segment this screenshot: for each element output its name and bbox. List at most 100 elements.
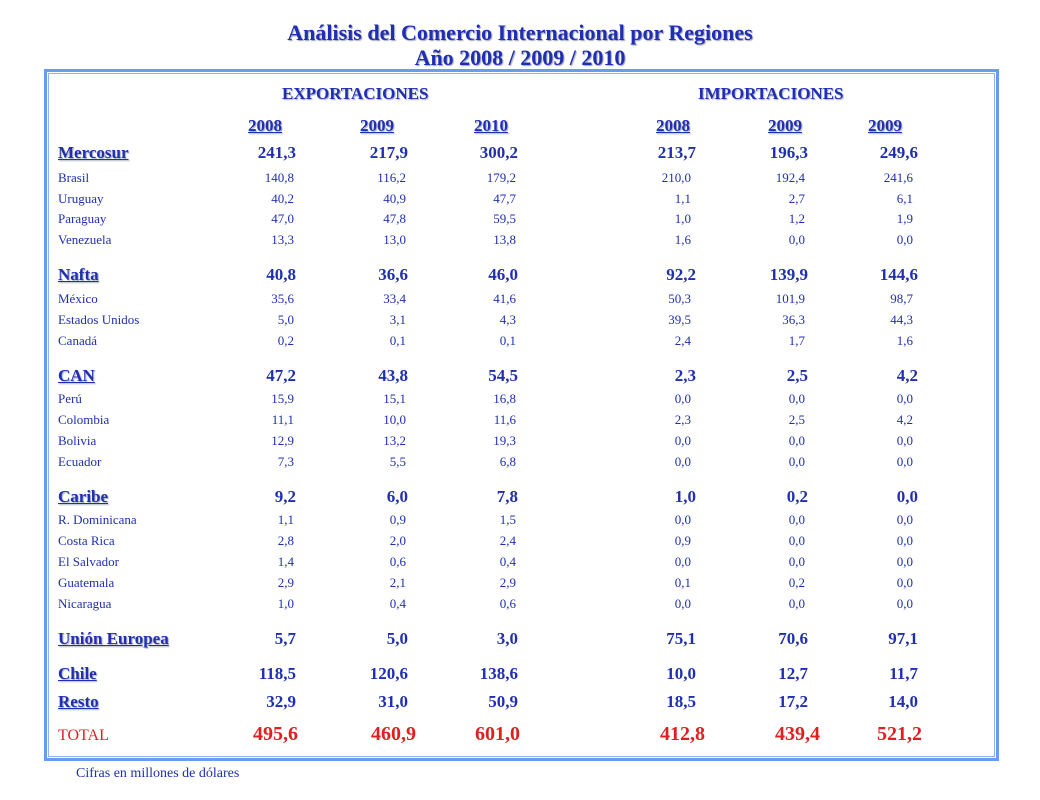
table-cell: 0,2 (786, 487, 808, 506)
table-cell: 59,5 (493, 211, 516, 226)
year-header: 2008 (248, 116, 282, 135)
table-cell: 46,0 (488, 265, 518, 284)
table-cell: 40,2 (271, 191, 294, 206)
table-cell: 139,9 (769, 265, 808, 284)
table-cell: 2,5 (786, 366, 808, 385)
table-cell: 15,1 (383, 391, 406, 406)
table-cell: 2,4 (499, 533, 516, 548)
table-cell: 0,2 (788, 575, 805, 590)
table-cell: 40,8 (266, 265, 296, 284)
table-cell: 116,2 (377, 170, 406, 185)
total-value: 601,0 (475, 723, 520, 745)
table-cell: 1,4 (277, 554, 294, 569)
table-cell: 33,4 (383, 291, 406, 306)
table-cell: 5,0 (277, 312, 294, 327)
table-cell: 0,0 (788, 596, 805, 611)
table-cell: 0,1 (674, 575, 691, 590)
table-cell: 47,7 (493, 191, 516, 206)
table-cell: 300,2 (479, 143, 518, 162)
table-cell: 0,0 (788, 512, 805, 527)
region-name: Unión Europea (58, 629, 169, 648)
table-cell: 6,8 (499, 454, 516, 469)
region-name: Caribe (58, 487, 109, 506)
table-cell: 0,9 (674, 533, 691, 548)
table-cell: 0,6 (389, 554, 406, 569)
table-cell: 1,0 (674, 487, 696, 506)
total-value: 439,4 (775, 723, 820, 745)
table-cell: 9,2 (274, 487, 296, 506)
table-cell: 241,3 (257, 143, 296, 162)
table-cell: 0,0 (896, 487, 918, 506)
table-cell: 0,0 (896, 554, 913, 569)
table-cell: 36,6 (378, 265, 408, 284)
table-cell: 0,1 (499, 333, 516, 348)
table-cell: 2,8 (277, 533, 294, 548)
table-cell: 0,0 (896, 433, 913, 448)
table-cell: 41,6 (493, 291, 516, 306)
table-cell: 0,0 (788, 554, 805, 569)
table-cell: 0,0 (788, 533, 805, 548)
table-cell: 1,1 (674, 191, 691, 206)
table-cell: 3,1 (389, 312, 406, 327)
table-cell: 2,4 (674, 333, 691, 348)
table-cell: 75,1 (666, 629, 696, 648)
region-name: Mercosur (58, 143, 129, 162)
table-cell: 11,6 (493, 412, 516, 427)
table-cell: 0,0 (896, 596, 913, 611)
table-cell: 0,4 (499, 554, 516, 569)
table-cell: 7,3 (277, 454, 294, 469)
table-cell: 4,2 (896, 412, 913, 427)
table-cell: 0,0 (788, 232, 805, 247)
table-cell: 15,9 (271, 391, 294, 406)
table-cell: 2,1 (389, 575, 406, 590)
country-name: Colombia (58, 412, 110, 427)
table-cell: 2,3 (674, 366, 696, 385)
table-cell: 11,7 (889, 664, 918, 683)
table-cell: 32,9 (266, 692, 296, 711)
country-name: Uruguay (58, 191, 104, 206)
table-cell: 2,9 (499, 575, 516, 590)
country-name: El Salvador (58, 554, 120, 569)
total-value: 495,6 (253, 723, 298, 745)
table-cell: 1,6 (674, 232, 691, 247)
table-cell: 16,8 (493, 391, 516, 406)
table-cell: 39,5 (668, 312, 691, 327)
table-cell: 1,6 (896, 333, 913, 348)
table-cell: 2,0 (389, 533, 406, 548)
table-cell: 40,9 (383, 191, 406, 206)
region-name: Resto (58, 692, 99, 711)
country-name: Brasil (58, 170, 90, 185)
table-cell: 241,6 (883, 170, 913, 185)
table-cell: 140,8 (264, 170, 294, 185)
year-header: 2009 (868, 116, 902, 135)
table-cell: 13,3 (271, 232, 294, 247)
table-cell: 217,9 (369, 143, 408, 162)
table-cell: 0,0 (674, 433, 691, 448)
country-name: Nicaragua (58, 596, 112, 611)
country-name: Estados Unidos (58, 312, 140, 327)
importaciones-header: IMPORTACIONES (698, 84, 844, 103)
table-cell: 118,5 (258, 664, 296, 683)
table-cell: 54,5 (488, 366, 518, 385)
table-cell: 10,0 (666, 664, 696, 683)
table-cell: 0,1 (389, 333, 406, 348)
table-cell: 14,0 (888, 692, 918, 711)
table-cell: 0,6 (499, 596, 516, 611)
table-cell: 3,0 (496, 629, 518, 648)
table-cell: 196,3 (769, 143, 808, 162)
table-cell: 0,9 (389, 512, 406, 527)
table-cell: 97,1 (888, 629, 918, 648)
country-name: Canadá (58, 333, 97, 348)
table-cell: 0,0 (788, 454, 805, 469)
table-cell: 98,7 (890, 291, 913, 306)
table-cell: 5,7 (274, 629, 296, 648)
country-name: Venezuela (58, 232, 112, 247)
table-cell: 0,0 (896, 512, 913, 527)
total-label: TOTAL (58, 727, 109, 744)
year-header: 2010 (474, 116, 508, 135)
table-cell: 18,5 (666, 692, 696, 711)
table-cell: 47,8 (383, 211, 406, 226)
year-header: 2009 (360, 116, 394, 135)
table-cell: 192,4 (775, 170, 805, 185)
table-cell: 13,8 (493, 232, 516, 247)
